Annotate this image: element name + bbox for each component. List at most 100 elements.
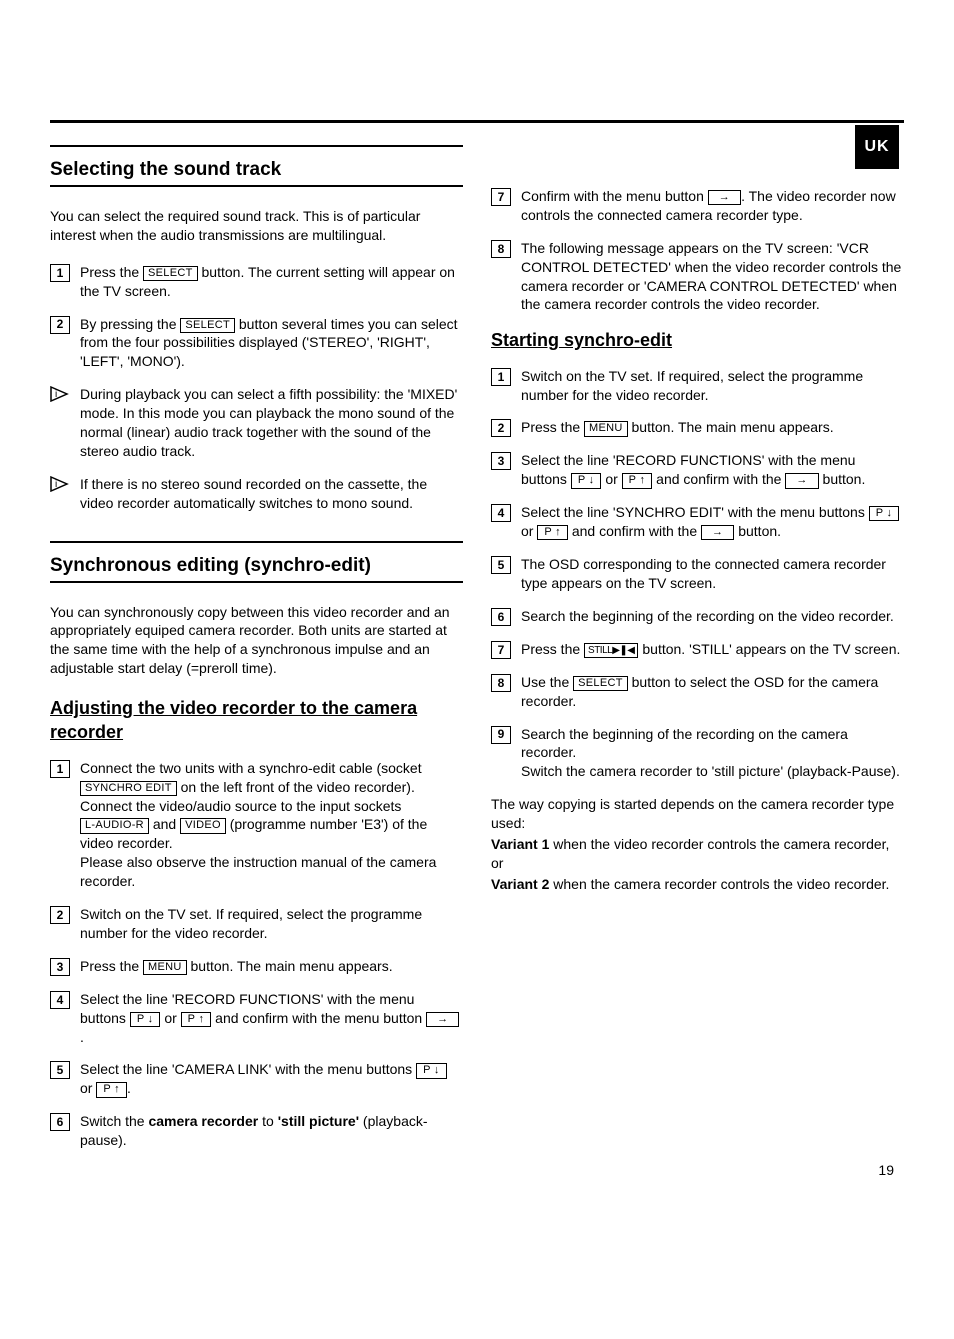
- page-columns: Selecting the sound track You can select…: [50, 145, 904, 1178]
- step-number: 3: [491, 452, 511, 470]
- step-body: Select the line 'RECORD FUNCTIONS' with …: [80, 990, 463, 1047]
- text: and confirm with the: [652, 471, 785, 487]
- text: Select the line 'CAMERA LINK' with the m…: [80, 1061, 416, 1077]
- step-number: 7: [491, 188, 511, 206]
- text: button. The main menu appears.: [187, 958, 393, 974]
- step-body: Search the beginning of the recording on…: [521, 725, 904, 782]
- text: and: [149, 816, 180, 832]
- page-number: 19: [878, 1162, 894, 1178]
- text: or: [80, 1080, 96, 1096]
- step: 7 Confirm with the menu button . The vid…: [491, 187, 904, 225]
- still-button: [584, 643, 638, 658]
- p-up-button: [181, 1012, 212, 1027]
- region-badge: UK: [855, 125, 899, 169]
- note-body: During playback you can select a fifth p…: [80, 385, 463, 461]
- step-body: Select the line 'SYNCHRO EDIT' with the …: [521, 503, 904, 541]
- step: 5 Select the line 'CAMERA LINK' with the…: [50, 1060, 463, 1098]
- section-rule: [50, 541, 463, 543]
- text: Press the: [521, 641, 584, 657]
- variant-2: Variant 2 when the camera recorder contr…: [491, 875, 904, 894]
- step-body: Use the SELECT button to select the OSD …: [521, 673, 904, 711]
- section-title: Selecting the sound track: [50, 153, 463, 181]
- step-number: 9: [491, 726, 511, 744]
- bold-text: camera recorder: [148, 1113, 258, 1129]
- text: Connect the two units with a synchro-edi…: [80, 760, 422, 776]
- step: 4 Select the line 'RECORD FUNCTIONS' wit…: [50, 990, 463, 1047]
- text: Use the: [521, 674, 573, 690]
- bold-text: Variant 2: [491, 876, 549, 892]
- step: 6 Search the beginning of the recording …: [491, 607, 904, 626]
- text: button.: [819, 471, 866, 487]
- step-number: 8: [491, 240, 511, 258]
- button-label: MENU: [143, 960, 187, 975]
- step: 6 Switch the camera recorder to 'still p…: [50, 1112, 463, 1150]
- arrow-right-button: [708, 190, 741, 205]
- p-up-button: [537, 525, 568, 540]
- button-label: L-AUDIO-R: [80, 818, 149, 833]
- step: 1 Press the SELECT button. The current s…: [50, 263, 463, 301]
- text: or: [160, 1010, 180, 1026]
- text: Press the: [80, 264, 143, 280]
- p-up-button: [622, 473, 653, 488]
- text: to: [258, 1113, 277, 1129]
- button-label: MENU: [584, 421, 628, 436]
- section-rule-under: [50, 581, 463, 583]
- text: or: [601, 471, 621, 487]
- subsection-title: Starting synchro-edit: [491, 328, 904, 352]
- text: Switch the: [80, 1113, 148, 1129]
- button-label: SELECT: [573, 676, 628, 691]
- step-body: Confirm with the menu button . The video…: [521, 187, 904, 225]
- note: i During playback you can select a fifth…: [50, 385, 463, 461]
- step-number: 3: [50, 958, 70, 976]
- section-intro: You can select the required sound track.…: [50, 207, 463, 245]
- note: i If there is no stereo sound recorded o…: [50, 475, 463, 513]
- step-body: Search the beginning of the recording on…: [521, 607, 904, 626]
- subsection-title: Adjusting the video recorder to the came…: [50, 696, 463, 745]
- step-body: The following message appears on the TV …: [521, 239, 904, 315]
- step: 2 Switch on the TV set. If required, sel…: [50, 905, 463, 943]
- text: Select the line 'SYNCHRO EDIT' with the …: [521, 504, 869, 520]
- step-number: 7: [491, 641, 511, 659]
- step-number: 2: [491, 419, 511, 437]
- text: Press the: [80, 958, 143, 974]
- arrow-right-button: [701, 525, 734, 540]
- top-rule: [50, 120, 904, 123]
- step-body: Press the MENU button. The main menu app…: [521, 418, 904, 437]
- variant-intro: The way copying is started depends on th…: [491, 795, 904, 833]
- text: Search the beginning of the recording on…: [521, 726, 848, 761]
- step-number: 1: [491, 368, 511, 386]
- step-body: The OSD corresponding to the connected c…: [521, 555, 904, 593]
- step-body: Switch on the TV set. If required, selec…: [80, 905, 463, 943]
- text: Confirm with the menu button: [521, 188, 708, 204]
- step-number: 5: [491, 556, 511, 574]
- step-body: Switch on the TV set. If required, selec…: [521, 367, 904, 405]
- p-up-button: [96, 1082, 127, 1097]
- step-number: 1: [50, 264, 70, 282]
- step-body: Select the line 'RECORD FUNCTIONS' with …: [521, 451, 904, 489]
- step-number: 4: [491, 504, 511, 522]
- button-label: SYNCHRO EDIT: [80, 781, 177, 796]
- text: and confirm with the: [568, 523, 701, 539]
- arrow-right-button: [426, 1012, 459, 1027]
- bold-text: Variant 1: [491, 836, 549, 852]
- svg-text:i: i: [55, 389, 57, 400]
- step: 2 By pressing the SELECT button several …: [50, 315, 463, 372]
- step: 1 Connect the two units with a synchro-e…: [50, 759, 463, 891]
- text: .: [80, 1029, 84, 1045]
- variant-1: Variant 1 when the video recorder contro…: [491, 835, 904, 873]
- step: 8 The following message appears on the T…: [491, 239, 904, 315]
- step: 8 Use the SELECT button to select the OS…: [491, 673, 904, 711]
- step-number: 5: [50, 1061, 70, 1079]
- info-triangle-icon: i: [50, 476, 70, 494]
- p-down-button: [416, 1063, 447, 1078]
- arrow-right-button: [785, 473, 818, 488]
- step-number: 1: [50, 760, 70, 778]
- p-down-button: [571, 473, 602, 488]
- step: 3 Press the MENU button. The main menu a…: [50, 957, 463, 976]
- step: 7 Press the button. 'STILL' appears on t…: [491, 640, 904, 659]
- step-body: Select the line 'CAMERA LINK' with the m…: [80, 1060, 463, 1098]
- step-body: Switch the camera recorder to 'still pic…: [80, 1112, 463, 1150]
- text: or: [521, 523, 537, 539]
- button-label: VIDEO: [180, 818, 226, 833]
- step-body: Connect the two units with a synchro-edi…: [80, 759, 463, 891]
